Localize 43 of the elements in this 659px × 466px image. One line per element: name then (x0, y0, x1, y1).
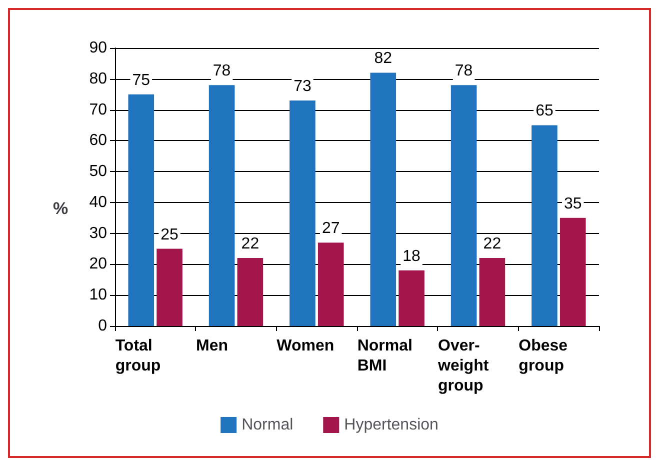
y-tick-label: 40 (89, 194, 108, 211)
bar (398, 270, 424, 326)
y-tick-label: 20 (89, 256, 108, 273)
legend-label: Hypertension (344, 416, 438, 434)
y-tick-label: 60 (89, 132, 108, 150)
data-label: 18 (402, 248, 421, 265)
data-label: 78 (212, 62, 231, 80)
data-label: 73 (294, 78, 312, 96)
y-tick-label: 80 (89, 70, 108, 88)
legend-label: Normal (242, 416, 294, 434)
bar (370, 72, 396, 326)
y-tick-label: 70 (89, 101, 108, 118)
x-tick-label: Normal BMI (357, 338, 412, 374)
data-label: 78 (454, 62, 473, 80)
x-tick-label: Men (196, 338, 228, 354)
x-tick-label: Over- weight group (437, 338, 490, 394)
bar (156, 248, 182, 326)
bar (318, 242, 344, 326)
data-label: 75 (132, 72, 150, 89)
bar (450, 85, 477, 326)
bar (560, 218, 586, 326)
data-label: 27 (322, 220, 340, 238)
y-tick-label: 30 (89, 224, 108, 242)
x-tick-label: Total group (115, 338, 161, 374)
bar (208, 85, 235, 326)
data-label: 35 (564, 195, 582, 212)
bar (237, 258, 264, 326)
y-axis-title: % (53, 199, 68, 218)
bar (479, 258, 506, 326)
data-label: 65 (536, 102, 554, 120)
bar (532, 125, 558, 326)
y-tick-label: 0 (98, 318, 108, 334)
x-tick-label: Obese group (518, 338, 568, 374)
data-label: 22 (241, 236, 260, 253)
bar (128, 94, 154, 326)
data-label: 25 (160, 226, 179, 244)
data-label: 82 (374, 50, 392, 68)
bar (290, 100, 316, 326)
data-label: 22 (483, 236, 502, 253)
y-tick-label: 10 (89, 286, 108, 304)
y-tick-label: 90 (89, 40, 108, 56)
x-tick-label: Women (276, 338, 334, 354)
y-tick-label: 50 (89, 163, 108, 180)
